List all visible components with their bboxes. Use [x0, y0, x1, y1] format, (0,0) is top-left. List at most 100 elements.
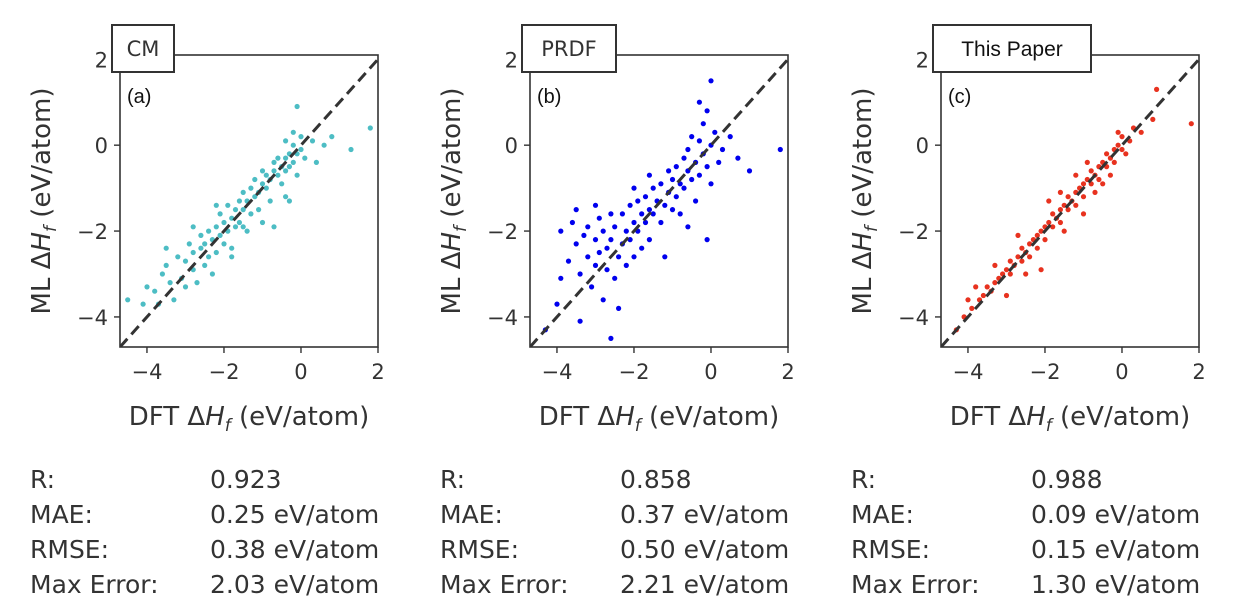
data-point — [236, 198, 242, 204]
stats-panel-c: R: 0.988 MAE: 0.09 eV/atom RMSE: 0.15 eV/atom… — [851, 462, 1200, 602]
data-point — [693, 198, 699, 204]
data-point — [248, 185, 254, 191]
data-point — [1080, 194, 1087, 200]
data-point — [708, 181, 714, 187]
data-point — [704, 164, 710, 170]
data-point — [217, 232, 223, 238]
data-point — [290, 159, 296, 165]
data-point — [217, 211, 223, 217]
stat-value: 1.30 eV/atom — [1031, 570, 1201, 599]
data-point — [719, 146, 726, 153]
data-point — [309, 138, 316, 144]
data-point — [646, 237, 653, 243]
y-tick-label: 2 — [95, 48, 108, 72]
data-point — [1057, 219, 1063, 226]
data-point — [348, 146, 354, 153]
data-point — [259, 219, 266, 226]
y-axis-label: ML ΔHf (eV/atom) — [27, 88, 61, 315]
panel-label: (a) — [127, 86, 151, 108]
data-point — [619, 211, 626, 217]
stat-value: 0.09 eV/atom — [1031, 500, 1201, 529]
x-tick-label: 0 — [704, 360, 717, 384]
data-point — [236, 219, 242, 226]
data-point — [696, 138, 703, 144]
svg-text:CM: CM — [127, 37, 160, 61]
data-point — [256, 207, 262, 213]
scatter-points — [125, 103, 373, 307]
data-point — [367, 125, 373, 131]
data-point — [259, 181, 266, 187]
data-point — [1019, 258, 1025, 264]
data-point — [1023, 271, 1029, 277]
data-point — [658, 181, 664, 187]
identity-line — [941, 58, 1199, 347]
data-point — [186, 241, 192, 247]
data-point — [596, 249, 602, 256]
data-point — [642, 219, 649, 226]
data-point — [592, 202, 599, 208]
data-point — [263, 172, 269, 178]
method-badge: CM — [111, 24, 175, 73]
data-point — [965, 297, 971, 303]
data-point — [1015, 254, 1021, 260]
scatter-points — [953, 86, 1194, 333]
data-point — [1111, 159, 1117, 165]
data-point — [198, 245, 204, 251]
data-point — [1015, 232, 1021, 238]
data-point — [1080, 181, 1087, 187]
data-point — [704, 108, 710, 114]
data-point — [1003, 267, 1010, 273]
data-point — [992, 262, 998, 268]
stat-value: 0.858 — [620, 465, 692, 494]
data-point — [577, 318, 583, 324]
plot-frame — [529, 54, 789, 348]
svg-text:PRDF: PRDF — [541, 37, 597, 61]
data-point — [252, 176, 258, 183]
stat-value: 2.21 eV/atom — [620, 570, 790, 599]
stat-row: MAE: 0.09 eV/atom — [851, 497, 1200, 532]
data-point — [700, 121, 706, 127]
x-tick-label: −2 — [618, 360, 649, 384]
data-point — [267, 198, 273, 204]
data-point — [650, 185, 656, 191]
data-point — [321, 142, 327, 148]
plot-frame — [119, 54, 379, 348]
stats-panel-a: R: 0.923 MAE: 0.25 eV/atom RMSE: 0.38 eV/atom… — [30, 462, 379, 602]
stat-label: MAE: — [851, 500, 914, 529]
y-tick-label: −2 — [487, 220, 518, 244]
data-point — [573, 207, 579, 213]
data-point — [600, 297, 606, 303]
stat-value: 0.50 eV/atom — [620, 535, 790, 564]
stat-row: R: 0.988 — [851, 462, 1200, 497]
data-point — [650, 211, 656, 217]
y-tick-label: −4 — [898, 306, 929, 330]
data-point — [232, 224, 239, 230]
data-point — [569, 219, 576, 226]
stat-row: Max Error: 2.21 eV/atom — [440, 567, 789, 602]
x-tick-label: 0 — [294, 360, 307, 384]
data-point — [171, 297, 177, 303]
data-point — [194, 280, 200, 286]
data-point — [283, 155, 289, 161]
data-point — [240, 189, 246, 195]
data-point — [206, 228, 212, 234]
data-point — [1007, 271, 1013, 277]
x-tick-label: 2 — [371, 360, 384, 384]
stat-label: R: — [30, 465, 56, 494]
data-point — [631, 219, 637, 226]
data-point — [627, 202, 633, 208]
data-point — [696, 99, 703, 105]
data-point — [581, 232, 587, 238]
data-point — [1115, 142, 1121, 148]
data-point — [1123, 151, 1129, 157]
data-point — [1038, 267, 1044, 273]
stat-label: RMSE: — [440, 535, 520, 564]
data-point — [1154, 86, 1160, 92]
data-point — [677, 211, 683, 217]
data-point — [669, 207, 676, 213]
data-point — [600, 228, 606, 234]
data-point — [1115, 129, 1121, 135]
data-point — [1034, 245, 1040, 251]
data-point — [558, 228, 564, 234]
